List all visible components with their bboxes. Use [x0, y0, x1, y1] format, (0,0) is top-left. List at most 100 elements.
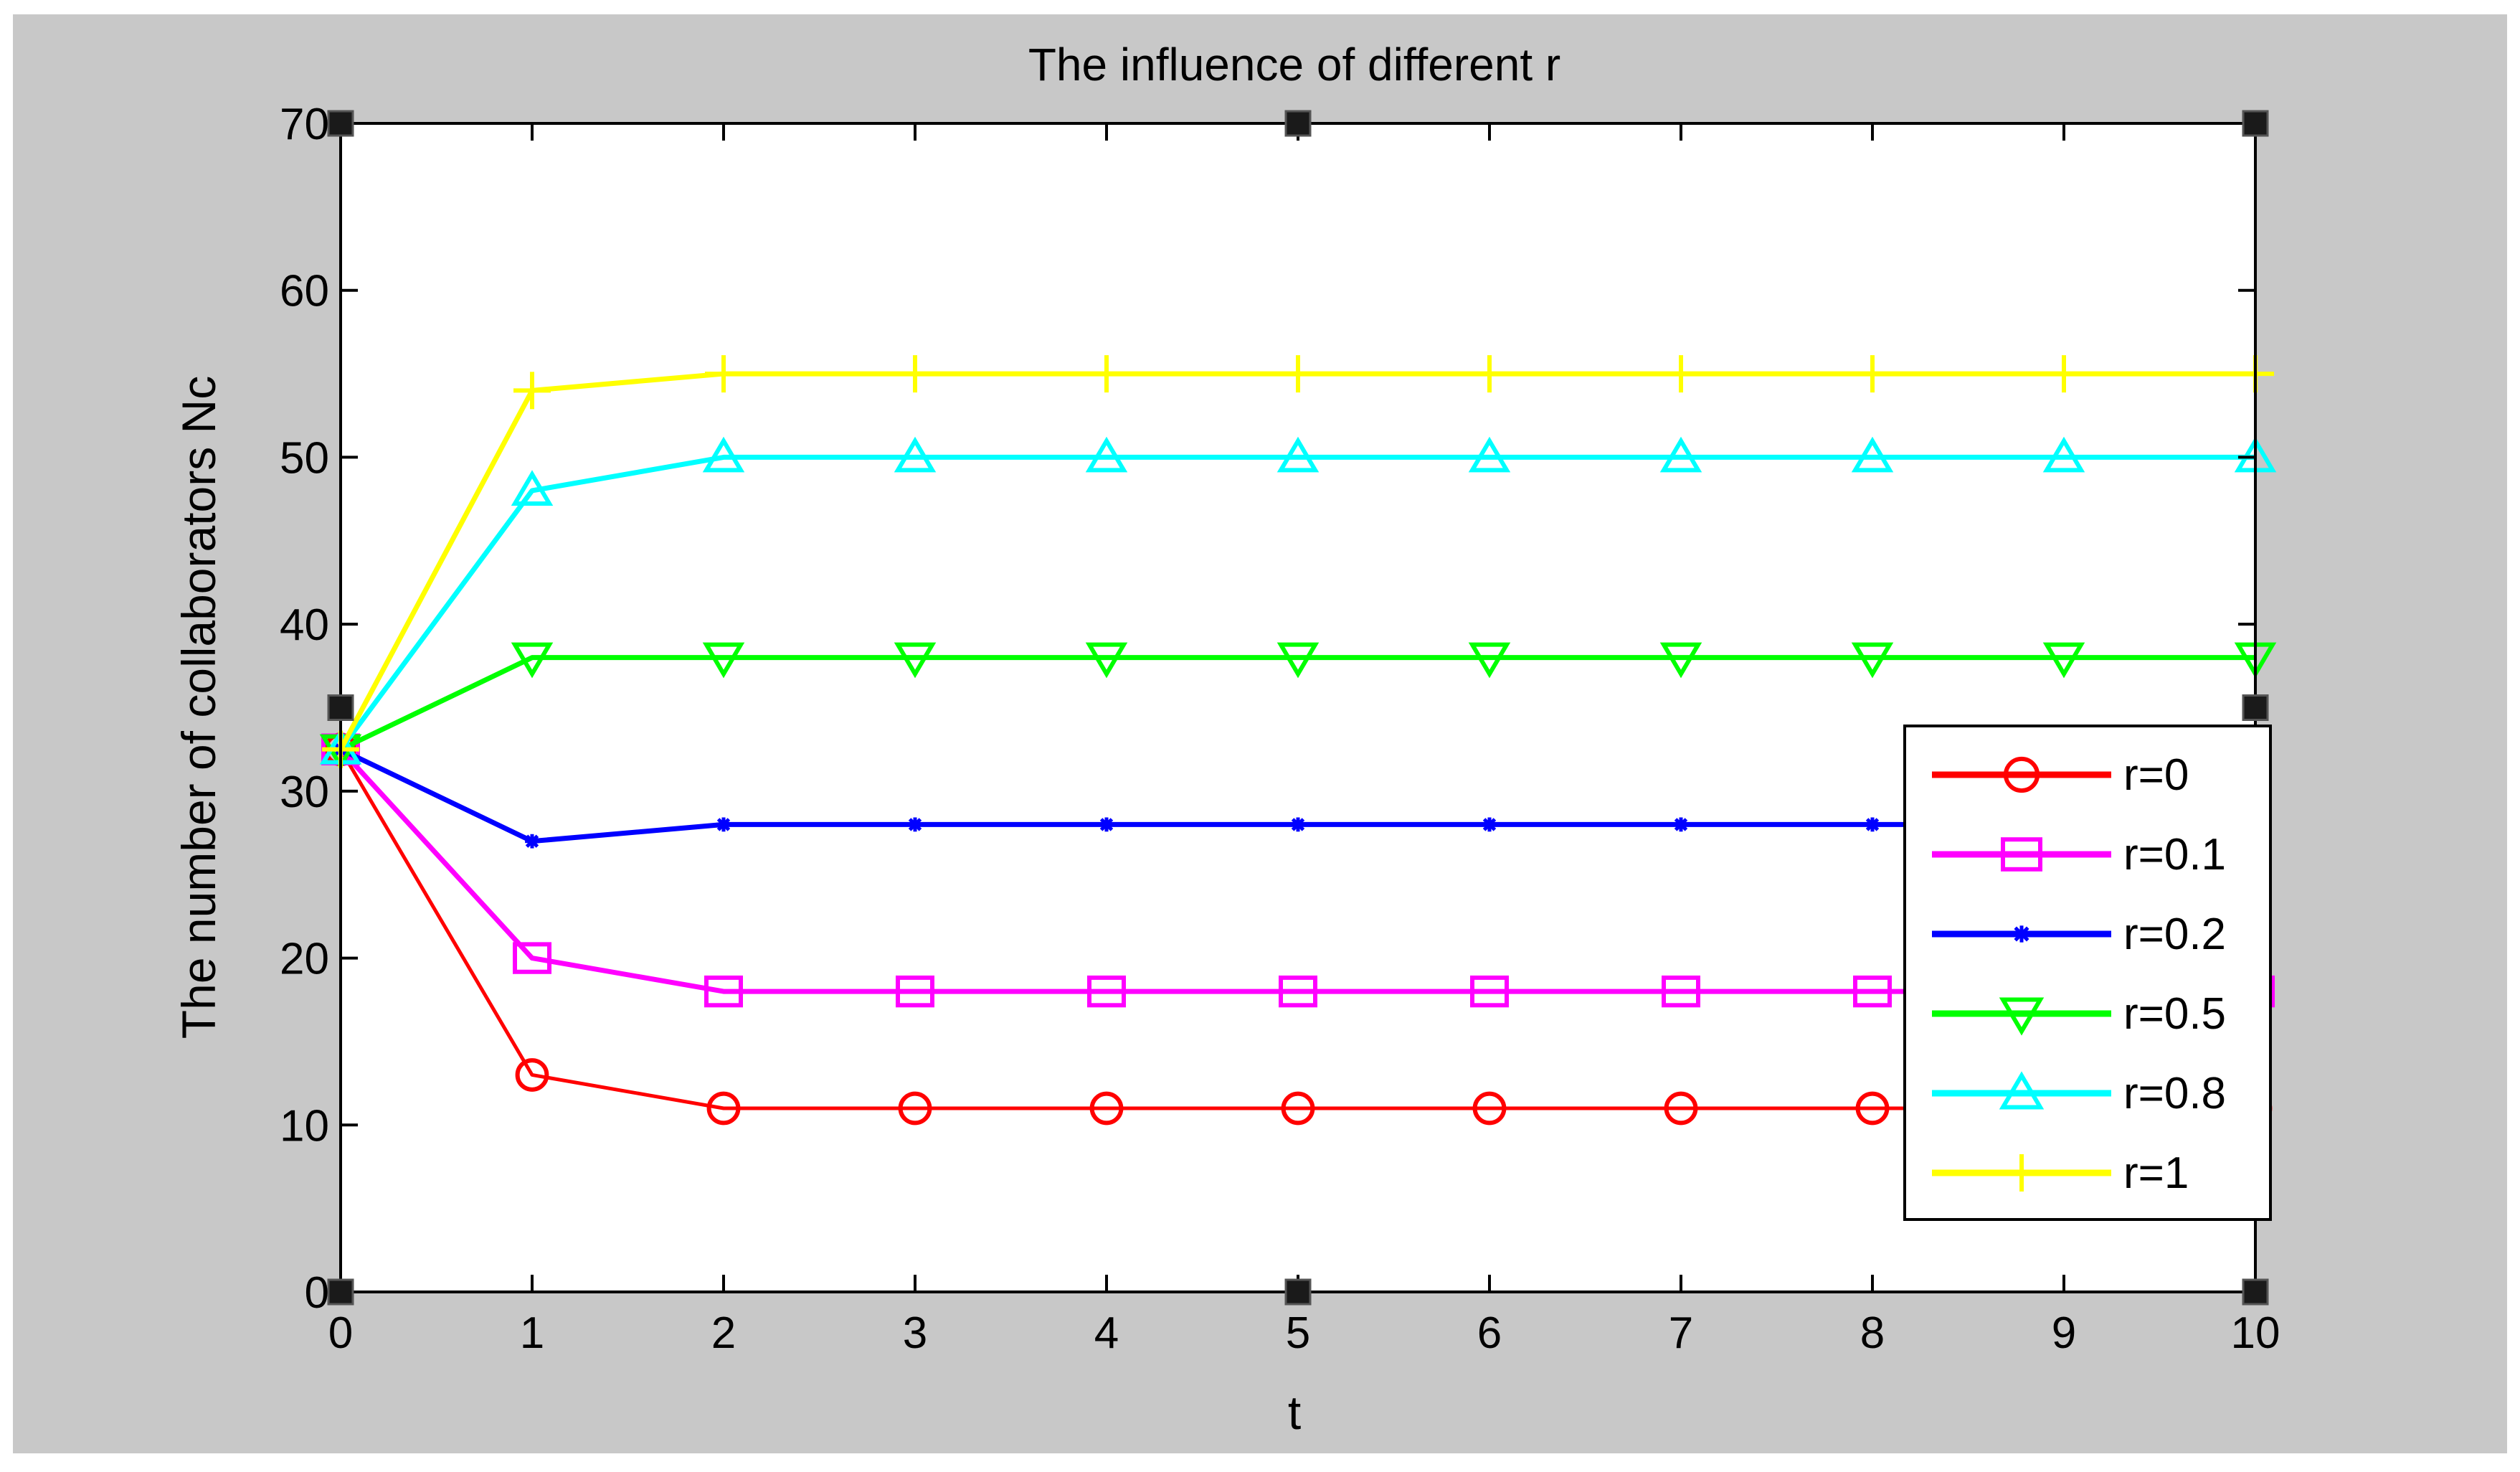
x-tick-label: 5 — [1286, 1308, 1310, 1358]
figure-window: The influence of different r 0 1 2 3 4 5 6 7 8 9 1… — [13, 14, 2507, 1453]
data-point — [1279, 355, 1317, 393]
data-point — [894, 436, 937, 473]
selection-handles — [327, 110, 2269, 1306]
legend-box — [1903, 725, 2272, 1221]
data-point — [1659, 436, 1702, 473]
legend-label: r=0.5 — [2123, 989, 2226, 1039]
selection-handle — [2242, 1278, 2269, 1306]
data-point — [1281, 1091, 1315, 1126]
legend-marker — [1999, 1071, 2045, 1110]
y-tick-label: 60 — [280, 267, 329, 316]
data-point — [1674, 817, 1688, 832]
data-point — [1085, 642, 1128, 679]
legend-marker — [2003, 1154, 2040, 1192]
data-point — [1088, 355, 1125, 393]
legend-label: r=0.1 — [2123, 830, 2226, 879]
legend-entry: r=0 — [1932, 750, 2189, 800]
data-point — [1865, 817, 1880, 832]
data-point — [515, 1058, 549, 1092]
data-point — [702, 436, 745, 473]
data-point — [1482, 817, 1497, 832]
legend-entry: r=0.1 — [1932, 830, 2226, 879]
series-layer — [319, 355, 2277, 1126]
data-point — [894, 642, 937, 679]
legend-label: r=1 — [2123, 1148, 2189, 1198]
data-point — [1279, 975, 1317, 1008]
data-point — [1089, 1091, 1124, 1126]
selection-handle — [327, 694, 354, 721]
legend-entry: r=1 — [1932, 1148, 2189, 1198]
data-point — [1087, 975, 1126, 1008]
data-point — [1471, 355, 1508, 393]
data-point — [908, 817, 922, 832]
data-point — [1085, 436, 1128, 473]
x-axis-label: t — [1288, 1386, 1301, 1439]
y-tick-label: 70 — [280, 100, 329, 149]
selection-handle — [1284, 1278, 1312, 1306]
y-tick-label: 50 — [280, 433, 329, 483]
data-point — [706, 1091, 741, 1126]
data-point — [1851, 436, 1894, 473]
x-tick-label: 10 — [2231, 1308, 2280, 1358]
selection-handle — [2242, 694, 2269, 721]
selection-handle — [327, 1278, 354, 1306]
data-point — [1468, 436, 1511, 473]
y-tick-label: 0 — [305, 1268, 329, 1318]
data-point — [1276, 642, 1320, 679]
data-point — [1276, 436, 1320, 473]
data-point — [1662, 975, 1700, 1008]
legend-label: r=0.8 — [2123, 1069, 2226, 1118]
data-point — [1854, 355, 1891, 393]
x-tick-label: 6 — [1477, 1308, 1502, 1358]
x-tick-label: 4 — [1094, 1308, 1119, 1358]
data-point — [2045, 355, 2083, 393]
x-tick-label: 2 — [711, 1308, 736, 1358]
x-tick-label: 3 — [903, 1308, 927, 1358]
data-point — [1662, 355, 1700, 393]
series-r=0.5 — [319, 642, 2277, 770]
data-point — [896, 355, 934, 393]
x-tick-label: 9 — [2052, 1308, 2076, 1358]
legend-entry: r=0.8 — [1932, 1069, 2226, 1118]
data-point — [1855, 1091, 1890, 1126]
legend-entry: r=0.2 — [1932, 910, 2226, 959]
data-point — [511, 642, 554, 679]
data-point — [1468, 642, 1511, 679]
selection-handle — [2242, 110, 2269, 137]
data-point — [513, 942, 551, 974]
x-tick-label: 7 — [1669, 1308, 1693, 1358]
legend-label: r=0.2 — [2123, 910, 2226, 959]
series-r=0.8 — [319, 436, 2277, 765]
data-point — [1291, 817, 1305, 832]
series-line — [339, 655, 2255, 752]
data-point — [1664, 1091, 1698, 1126]
chart-title: The influence of different r — [1028, 39, 1560, 90]
data-point — [704, 975, 743, 1008]
y-tick-label: 20 — [280, 935, 329, 984]
data-point — [705, 355, 742, 393]
legend-entry: r=0.5 — [1932, 989, 2226, 1039]
x-tick-label: 8 — [1860, 1308, 1885, 1358]
data-point — [1099, 817, 1114, 832]
series-line — [338, 454, 2255, 751]
data-point — [1470, 975, 1509, 1008]
y-tick-label: 10 — [280, 1101, 329, 1151]
legend-marker — [2001, 837, 2042, 872]
data-point — [1851, 642, 1894, 679]
legend-marker — [2013, 925, 2030, 943]
selection-handle — [327, 110, 354, 137]
x-tick-label: 1 — [520, 1308, 544, 1358]
data-point — [1853, 975, 1892, 1008]
data-point — [513, 372, 551, 410]
data-point — [525, 834, 539, 849]
y-axis-label: The number of collaborators Nc — [172, 376, 225, 1039]
legend-marker — [2003, 756, 2040, 793]
series-r=1 — [322, 355, 2274, 768]
selection-handle — [1284, 110, 1312, 137]
data-point — [2042, 642, 2085, 679]
y-tick-label: 30 — [280, 768, 329, 817]
data-point — [716, 817, 731, 832]
line-chart: The influence of different r 0 1 2 3 4 5 6 7 8 9 1… — [172, 39, 2280, 1439]
data-point — [898, 1091, 932, 1126]
data-point — [2042, 436, 2085, 473]
